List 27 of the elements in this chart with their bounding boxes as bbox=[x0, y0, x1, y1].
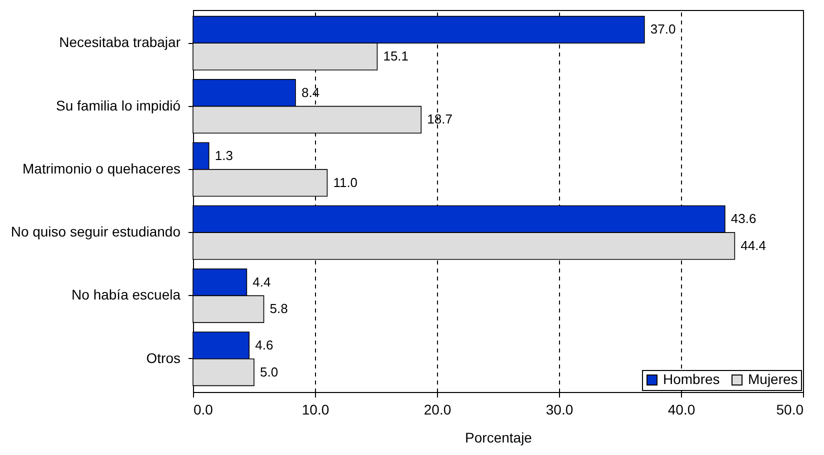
data-label: 37.0 bbox=[650, 22, 676, 37]
x-tick-label: 0.0 bbox=[194, 402, 214, 418]
x-tick-label: 30.0 bbox=[546, 402, 574, 418]
legend-label: Hombres bbox=[663, 371, 720, 387]
legend-label: Mujeres bbox=[748, 371, 798, 387]
y-tick-label: Matrimonio o quehaceres bbox=[22, 160, 180, 176]
x-tick-label: 40.0 bbox=[668, 402, 696, 418]
data-label: 43.6 bbox=[730, 211, 756, 226]
data-label: 11.0 bbox=[333, 174, 358, 190]
x-axis-title: Porcentaje bbox=[465, 430, 532, 446]
data-label: 44.4 bbox=[740, 238, 766, 253]
data-label: 1.3 bbox=[214, 148, 233, 164]
y-tick-label: No quiso seguir estudiando bbox=[10, 224, 181, 240]
x-tick-label: 50.0 bbox=[776, 402, 804, 418]
data-label: 15.1 bbox=[383, 48, 409, 64]
x-tick-label: 20.0 bbox=[424, 402, 452, 418]
data-label: 18.7 bbox=[427, 112, 452, 127]
data-label: 5.8 bbox=[270, 301, 288, 316]
data-label: 4.6 bbox=[255, 337, 274, 352]
y-tick-label: No había escuela bbox=[72, 286, 181, 303]
y-tick-label: Otros bbox=[146, 350, 180, 366]
y-tick-label: Necesitaba trabajar bbox=[59, 34, 181, 50]
y-tick-label: Su familia lo impidió bbox=[56, 97, 181, 114]
x-tick-label: 10.0 bbox=[302, 402, 330, 418]
data-label: 8.4 bbox=[301, 84, 320, 100]
data-label: 4.4 bbox=[252, 274, 271, 290]
data-label: 5.0 bbox=[260, 364, 278, 380]
